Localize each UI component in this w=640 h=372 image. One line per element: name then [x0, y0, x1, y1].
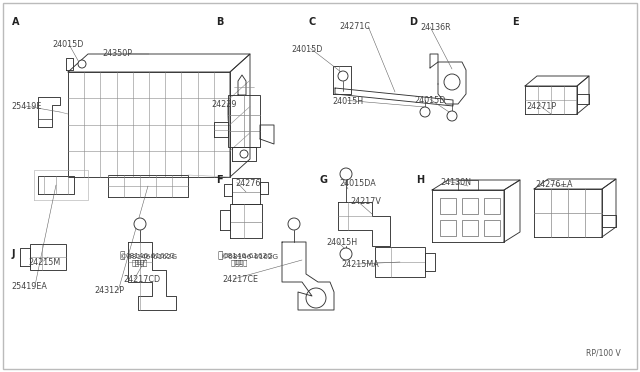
Circle shape: [78, 60, 86, 68]
Text: ©08146-6162G: ©08146-6162G: [120, 254, 177, 260]
Text: J: J: [12, 249, 15, 259]
Text: Ⓢ: Ⓢ: [218, 251, 223, 260]
Text: 24217CD: 24217CD: [124, 275, 161, 284]
Text: 24276: 24276: [236, 179, 261, 187]
Bar: [484, 220, 500, 236]
Text: 24271P: 24271P: [526, 102, 556, 110]
Circle shape: [340, 168, 352, 180]
Circle shape: [288, 218, 300, 230]
Text: 24215MA: 24215MA: [341, 260, 379, 269]
Text: Ⓢ: Ⓢ: [119, 251, 124, 260]
Text: 08146-6162G: 08146-6162G: [224, 253, 274, 259]
Bar: [68, 72, 230, 177]
Text: 24229: 24229: [211, 100, 237, 109]
Text: A: A: [12, 17, 19, 27]
Text: 24271C: 24271C: [339, 22, 370, 31]
Bar: [440, 198, 456, 214]
Text: 24217V: 24217V: [351, 197, 381, 206]
Text: 24130N: 24130N: [440, 178, 471, 187]
Text: 24015H: 24015H: [333, 97, 364, 106]
Circle shape: [240, 150, 248, 158]
Text: 24015D: 24015D: [291, 45, 323, 54]
Bar: [484, 198, 500, 214]
Circle shape: [447, 111, 457, 121]
Circle shape: [338, 71, 348, 81]
Text: G: G: [320, 175, 328, 185]
Text: 24215M: 24215M: [29, 258, 61, 267]
Text: RP/100 V: RP/100 V: [586, 348, 621, 357]
Circle shape: [340, 248, 352, 260]
Bar: [462, 220, 478, 236]
Text: H: H: [416, 175, 424, 185]
Text: ©08146-6162G: ©08146-6162G: [221, 254, 278, 260]
Bar: [462, 198, 478, 214]
Bar: [30, 244, 66, 270]
Text: 25419EA: 25419EA: [12, 282, 47, 291]
Text: C: C: [308, 17, 316, 27]
Text: 25419E: 25419E: [12, 102, 42, 110]
Text: 〈1〉: 〈1〉: [230, 260, 244, 266]
Text: 24276+A: 24276+A: [535, 180, 573, 189]
Text: E: E: [512, 17, 518, 27]
Text: 24350P: 24350P: [102, 49, 132, 58]
Text: F: F: [216, 175, 223, 185]
Bar: [375, 247, 425, 277]
Text: 〈1〉: 〈1〉: [235, 260, 248, 266]
Text: 24015DA: 24015DA: [339, 179, 376, 187]
Text: 24015D: 24015D: [415, 96, 446, 105]
Text: 24015D: 24015D: [52, 40, 84, 49]
Bar: [228, 95, 260, 147]
Text: 24217CE: 24217CE: [223, 275, 259, 284]
Text: 24136R: 24136R: [420, 23, 451, 32]
Bar: [440, 220, 456, 236]
Text: 〈1〉: 〈1〉: [134, 260, 148, 266]
Text: 〈1〉: 〈1〉: [132, 260, 145, 266]
Circle shape: [134, 218, 146, 230]
Text: D: D: [410, 17, 417, 27]
Text: 24015H: 24015H: [326, 238, 358, 247]
Text: 08146-6162G: 08146-6162G: [125, 253, 175, 259]
Text: B: B: [216, 17, 224, 27]
Circle shape: [420, 107, 430, 117]
Text: 24312P: 24312P: [95, 286, 125, 295]
